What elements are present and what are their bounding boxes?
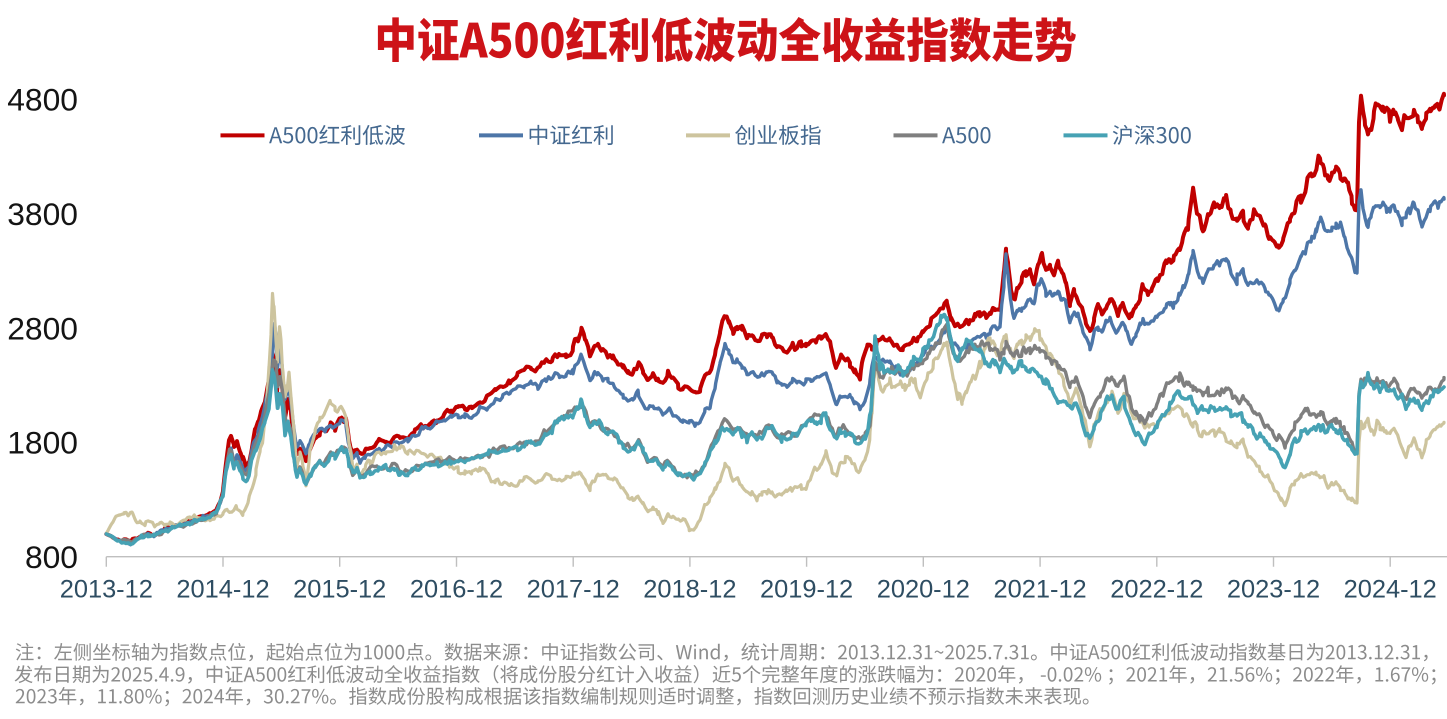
svg-text:2019-12: 2019-12 [760,575,853,603]
svg-text:2016-12: 2016-12 [410,575,503,603]
svg-text:2017-12: 2017-12 [527,575,620,603]
svg-text:800: 800 [25,539,78,575]
svg-text:2022-12: 2022-12 [1110,575,1203,603]
svg-text:2015-12: 2015-12 [293,575,386,603]
svg-text:3800: 3800 [7,196,78,232]
svg-text:2014-12: 2014-12 [176,575,269,603]
svg-text:1800: 1800 [7,425,78,461]
svg-text:2021-12: 2021-12 [994,575,1087,603]
svg-text:4800: 4800 [7,82,78,118]
svg-text:2023-12: 2023-12 [1227,575,1320,603]
svg-text:2800: 2800 [7,310,78,346]
svg-text:2018-12: 2018-12 [643,575,736,603]
svg-text:2013-12: 2013-12 [60,575,153,603]
svg-text:2020-12: 2020-12 [877,575,970,603]
svg-text:2024-12: 2024-12 [1344,575,1437,603]
